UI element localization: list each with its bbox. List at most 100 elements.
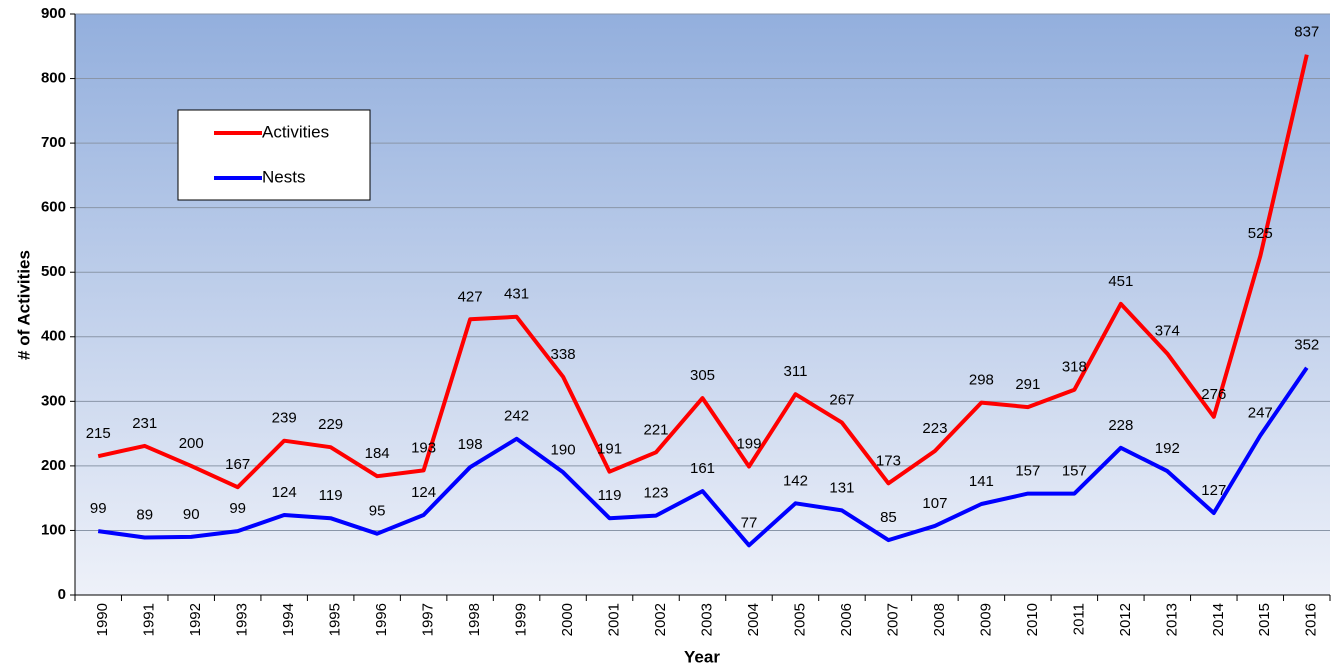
x-tick-label: 1997 bbox=[420, 603, 437, 636]
y-tick-label: 900 bbox=[41, 5, 66, 22]
data-label: 131 bbox=[829, 479, 854, 496]
data-label: 352 bbox=[1294, 337, 1319, 354]
data-label: 451 bbox=[1108, 273, 1133, 290]
data-label: 431 bbox=[504, 286, 529, 303]
data-label: 119 bbox=[598, 487, 622, 504]
data-label: 276 bbox=[1201, 386, 1226, 403]
data-label: 198 bbox=[458, 436, 483, 453]
data-label: 525 bbox=[1248, 225, 1273, 242]
data-label: 267 bbox=[829, 392, 854, 409]
x-tick-label: 2008 bbox=[931, 603, 948, 636]
data-label: 190 bbox=[551, 441, 576, 458]
data-label: 837 bbox=[1294, 24, 1319, 41]
data-label: 229 bbox=[318, 416, 343, 433]
x-tick-label: 2010 bbox=[1024, 603, 1041, 636]
data-label: 85 bbox=[880, 509, 897, 526]
data-label: 90 bbox=[183, 506, 200, 523]
data-label: 199 bbox=[736, 436, 761, 453]
data-label: 200 bbox=[179, 435, 204, 452]
data-label: 123 bbox=[644, 485, 669, 502]
data-label: 221 bbox=[644, 421, 669, 438]
x-tick-label: 2015 bbox=[1256, 603, 1273, 636]
x-tick-label: 1994 bbox=[280, 603, 297, 636]
data-label: 191 bbox=[597, 441, 622, 458]
data-label: 99 bbox=[229, 500, 246, 517]
data-label: 107 bbox=[922, 495, 947, 512]
x-tick-label: 1992 bbox=[187, 603, 204, 636]
line bbox=[97, 54, 1309, 490]
x-tick-label: 2007 bbox=[884, 603, 901, 636]
data-label: 338 bbox=[551, 346, 576, 363]
x-tick-label: 2001 bbox=[606, 603, 623, 636]
data-label: 291 bbox=[1015, 376, 1040, 393]
y-tick-label: 0 bbox=[58, 586, 66, 603]
data-label: 318 bbox=[1062, 359, 1087, 376]
data-label: 215 bbox=[86, 425, 111, 442]
data-label: 127 bbox=[1201, 482, 1226, 499]
data-label: 374 bbox=[1155, 323, 1180, 340]
data-label: 427 bbox=[458, 288, 483, 305]
data-label: 239 bbox=[272, 410, 297, 427]
data-label: 223 bbox=[922, 420, 947, 437]
data-label: 192 bbox=[1155, 440, 1180, 457]
data-label: 228 bbox=[1108, 417, 1133, 434]
data-label: 161 bbox=[690, 460, 715, 477]
data-label: 305 bbox=[690, 367, 715, 384]
x-tick-label: 1996 bbox=[373, 603, 390, 636]
y-tick-label: 700 bbox=[41, 134, 66, 151]
x-tick-label: 2009 bbox=[977, 603, 994, 636]
x-tick-label: 2003 bbox=[698, 603, 715, 636]
x-tick-label: 1999 bbox=[513, 603, 530, 636]
data-label: 119 bbox=[319, 487, 343, 504]
data-label: 157 bbox=[1062, 463, 1087, 480]
x-tick-label: 1993 bbox=[234, 603, 251, 636]
x-tick-label: 2014 bbox=[1210, 603, 1227, 636]
legend-box bbox=[177, 109, 371, 201]
x-axis-title: Year bbox=[684, 647, 720, 666]
line bbox=[97, 366, 1309, 548]
x-tick-label: 2006 bbox=[838, 603, 855, 636]
x-tick-label: 2012 bbox=[1117, 603, 1134, 636]
x-tick-label: 2002 bbox=[652, 603, 669, 636]
data-label: 124 bbox=[272, 484, 297, 501]
y-tick-label: 600 bbox=[41, 199, 66, 216]
x-tick-label: 1995 bbox=[327, 603, 344, 636]
data-label: 99 bbox=[90, 500, 107, 517]
x-tick-label: 1998 bbox=[466, 603, 483, 636]
y-tick-label: 200 bbox=[41, 457, 66, 474]
data-label: 77 bbox=[741, 514, 758, 531]
data-label: 141 bbox=[969, 473, 994, 490]
legend-label: Nests bbox=[262, 167, 305, 186]
data-label: 247 bbox=[1248, 405, 1273, 422]
x-tick-label: 1990 bbox=[94, 603, 111, 636]
y-tick-label: 800 bbox=[41, 70, 66, 87]
data-label: 231 bbox=[132, 415, 157, 432]
x-tick-label: 2013 bbox=[1163, 603, 1180, 636]
x-tick-label: 2005 bbox=[791, 603, 808, 636]
data-label: 298 bbox=[969, 372, 994, 389]
y-tick-label: 400 bbox=[41, 328, 66, 345]
data-label: 142 bbox=[783, 472, 808, 489]
data-label: 242 bbox=[504, 408, 529, 425]
data-label: 193 bbox=[411, 439, 436, 456]
data-label: 124 bbox=[411, 484, 436, 501]
x-tick-label: 1991 bbox=[141, 603, 158, 636]
y-axis-title: # of Activities bbox=[14, 250, 33, 360]
data-label: 311 bbox=[784, 363, 808, 380]
data-label: 173 bbox=[876, 452, 901, 469]
data-label: 89 bbox=[136, 507, 153, 524]
data-label: 184 bbox=[365, 445, 390, 462]
data-label: 167 bbox=[225, 456, 250, 473]
y-tick-label: 300 bbox=[41, 392, 66, 409]
x-tick-label: 2004 bbox=[745, 603, 762, 636]
data-label: 157 bbox=[1015, 463, 1040, 480]
x-tick-label: 2000 bbox=[559, 603, 576, 636]
x-tick-label: 2011 bbox=[1070, 603, 1087, 635]
y-tick-label: 100 bbox=[41, 521, 66, 538]
x-tick-label: 2016 bbox=[1303, 603, 1320, 636]
legend-label: Activities bbox=[262, 122, 329, 141]
y-tick-label: 500 bbox=[41, 263, 66, 280]
data-label: 95 bbox=[369, 503, 386, 520]
plot-area bbox=[75, 14, 1330, 595]
